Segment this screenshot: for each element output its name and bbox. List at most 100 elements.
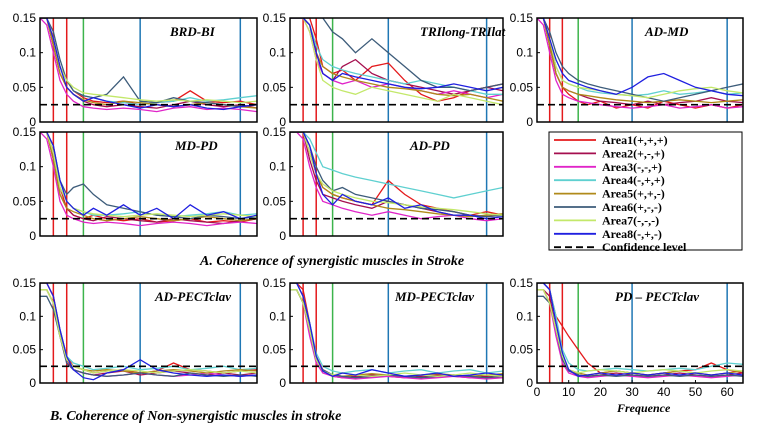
panels: 0 0.05 0.1 0.15 BRD-BI 0 0.05 0.1 0.15 TRIlong-TR… bbox=[13, 11, 744, 399]
panel-brd-bi: 0 0.05 0.1 0.15 BRD-BI bbox=[13, 11, 258, 129]
y-tick-label: 0.05 bbox=[13, 80, 37, 94]
plot-frame bbox=[289, 131, 504, 237]
y-tick-label: 0.1 bbox=[269, 46, 286, 60]
legend-item-confidence-level: Confidence level bbox=[554, 240, 687, 254]
y-tick-label: 0.1 bbox=[269, 309, 286, 323]
legend-label: Area6(+,-,-) bbox=[602, 200, 662, 214]
series-line-area7 bbox=[537, 289, 743, 374]
y-tick-label: 0.15 bbox=[263, 276, 287, 290]
plot-frame bbox=[536, 282, 744, 384]
y-tick-label: 0.1 bbox=[516, 309, 533, 323]
x-tick-label: 0 bbox=[534, 385, 541, 399]
legend-label: Area5(+,+,-) bbox=[602, 187, 665, 201]
legend-item-area3: Area3(-,-,+) bbox=[554, 160, 662, 174]
legend-item-area5: Area5(+,+,-) bbox=[554, 187, 665, 201]
series-line-area7 bbox=[40, 289, 257, 374]
series-line-area7 bbox=[290, 18, 503, 106]
panel-title: BRD-BI bbox=[169, 24, 216, 39]
y-tick-label: 0.05 bbox=[510, 80, 534, 94]
x-tick-label: 20 bbox=[594, 385, 608, 399]
y-tick-label: 0.05 bbox=[13, 343, 37, 357]
series-line-area6 bbox=[40, 18, 257, 108]
y-tick-label: 0 bbox=[279, 229, 286, 243]
plot-frame bbox=[289, 282, 504, 384]
series-line-area5 bbox=[40, 18, 257, 109]
series-line-area5 bbox=[40, 132, 257, 222]
y-tick-label: 0.15 bbox=[510, 276, 534, 290]
plot-frame bbox=[39, 131, 258, 237]
series-line-area1 bbox=[40, 18, 257, 106]
panel-trilong-trilat: 0 0.05 0.1 0.15 TRIlong-TRIlat bbox=[263, 11, 506, 129]
legend-label: Area2(+,-,+) bbox=[602, 146, 665, 160]
legend-label: Area1(+,+,+) bbox=[602, 133, 668, 147]
y-tick-label: 0.1 bbox=[19, 46, 36, 60]
series-line-area8 bbox=[290, 132, 503, 220]
panel-md-pd: 0 0.05 0.1 0.15 MD-PD bbox=[13, 125, 258, 243]
y-tick-label: 0 bbox=[29, 115, 36, 129]
y-tick-label: 0 bbox=[526, 376, 533, 390]
series-line-area6 bbox=[40, 132, 257, 220]
panel-ad-pd: 0 0.05 0.1 0.15 AD-PD bbox=[263, 125, 504, 243]
y-tick-label: 0.05 bbox=[510, 343, 534, 357]
series-line-area8 bbox=[537, 18, 743, 97]
series-line-area2 bbox=[40, 132, 257, 225]
series-line-area7 bbox=[290, 289, 503, 377]
panel-pd-pectclav: 0 0.05 0.1 0.15 0 10 20 30 40 50 60 PD – PECTclav bbox=[510, 276, 744, 399]
y-tick-label: 0 bbox=[279, 376, 286, 390]
series-line-area6 bbox=[537, 295, 743, 377]
legend-item-area7: Area7(-,-,-) bbox=[554, 213, 659, 227]
legend-label: Confidence level bbox=[602, 240, 687, 254]
y-tick-label: 0 bbox=[526, 115, 533, 129]
y-tick-label: 0.15 bbox=[263, 125, 287, 139]
y-tick-label: 0 bbox=[29, 376, 36, 390]
panel-md-pectclav: 0 0.05 0.1 0.15 MD-PECTclav bbox=[263, 276, 504, 390]
caption-non-synergistic: B. Coherence of Non-synergistic muscles … bbox=[49, 409, 341, 424]
series-line-area4 bbox=[40, 132, 257, 218]
x-tick-label: 30 bbox=[625, 385, 639, 399]
y-tick-label: 0.05 bbox=[263, 194, 287, 208]
legend-label: Area8(-,+,-) bbox=[602, 227, 662, 241]
y-tick-label: 0.15 bbox=[13, 11, 37, 25]
y-tick-label: 0.1 bbox=[516, 46, 533, 60]
series-line-area2 bbox=[537, 18, 743, 106]
panel-title: MD-PECTclav bbox=[394, 289, 474, 304]
plot-frame bbox=[289, 17, 504, 123]
plot-frame bbox=[536, 17, 744, 123]
panel-ad-pectclav: 0 0.05 0.1 0.15 AD-PECTclav bbox=[13, 276, 258, 390]
y-tick-label: 0.05 bbox=[263, 80, 287, 94]
series-line-area8 bbox=[537, 283, 743, 377]
legend-label: Area4(-,+,+) bbox=[602, 173, 665, 187]
y-tick-label: 0 bbox=[279, 115, 286, 129]
x-tick-label: 40 bbox=[657, 385, 671, 399]
legend-label: Area7(-,-,-) bbox=[602, 213, 659, 227]
panel-title: AD-PECTclav bbox=[154, 289, 231, 304]
x-tick-label: 60 bbox=[720, 385, 734, 399]
caption-synergistic: A. Coherence of synergistic muscles in S… bbox=[199, 254, 464, 269]
series-line-area6 bbox=[537, 18, 743, 102]
series-line-area4 bbox=[290, 132, 503, 199]
y-tick-label: 0.1 bbox=[19, 160, 36, 174]
x-tick-label: 10 bbox=[562, 385, 576, 399]
y-tick-label: 0 bbox=[29, 229, 36, 243]
series-line-area3 bbox=[40, 132, 257, 227]
series-line-area8 bbox=[290, 283, 503, 378]
y-tick-label: 0.15 bbox=[13, 125, 37, 139]
y-tick-label: 0.15 bbox=[510, 11, 534, 25]
x-axis-label: Frequence bbox=[616, 401, 671, 415]
panel-title: AD-PD bbox=[409, 138, 450, 153]
series-line-area8 bbox=[290, 18, 503, 92]
panel-title: MD-PD bbox=[174, 138, 218, 153]
series-line-area3 bbox=[537, 18, 743, 109]
legend-box: Area1(+,+,+)Area2(+,-,+)Area3(-,-,+)Area… bbox=[548, 131, 743, 254]
panel-ad-md: 0 0.05 0.1 0.15 AD-MD bbox=[510, 11, 744, 129]
legend-item-area6: Area6(+,-,-) bbox=[554, 200, 662, 214]
series-line-area7 bbox=[40, 132, 257, 218]
x-tick-label: 50 bbox=[689, 385, 703, 399]
series-line-area2 bbox=[40, 18, 257, 109]
series-line-area6 bbox=[290, 18, 503, 92]
plot-frame bbox=[39, 282, 258, 384]
legend-item-area8: Area8(-,+,-) bbox=[554, 227, 662, 241]
panel-title: AD-MD bbox=[644, 24, 689, 39]
y-tick-label: 0.1 bbox=[269, 160, 286, 174]
